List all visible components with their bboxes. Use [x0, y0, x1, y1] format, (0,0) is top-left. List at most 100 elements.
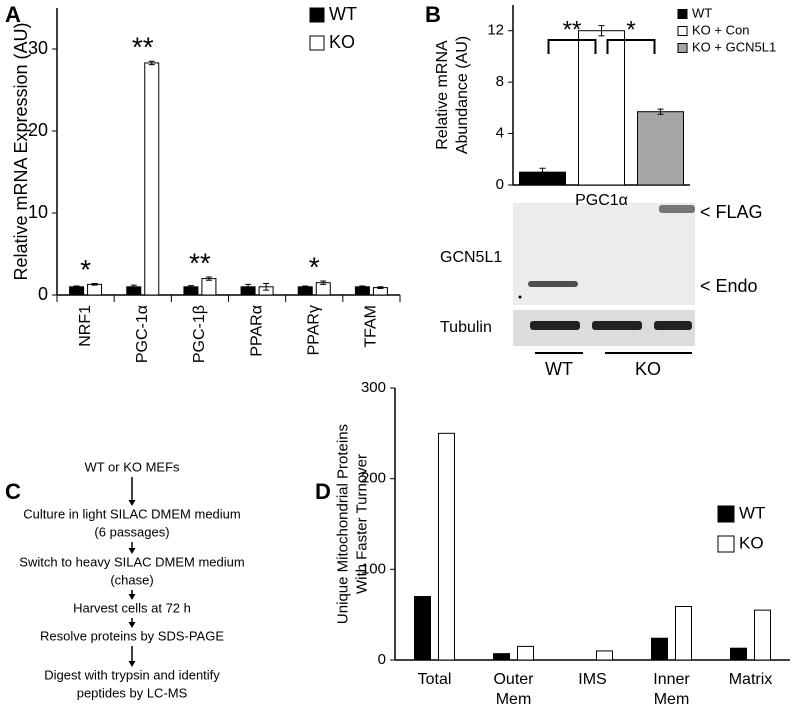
- flow-step: Harvest cells at 72 h: [73, 600, 191, 615]
- x-axis-label: PGC1α: [575, 192, 628, 209]
- significance-bracket: [606, 39, 656, 54]
- y-tick-label: 8: [496, 73, 504, 90]
- error-bar: [302, 285, 309, 289]
- bar: [578, 30, 625, 186]
- flow-arrowhead: [128, 548, 136, 554]
- flow-arrowhead: [128, 622, 136, 628]
- flow-arrowhead: [128, 594, 136, 600]
- bar: [144, 62, 160, 296]
- significance: *: [80, 254, 91, 285]
- blot-band: [528, 281, 578, 287]
- x-tick-label: Total: [418, 671, 452, 688]
- panel-label: A: [5, 2, 21, 27]
- blot-band: [659, 205, 695, 213]
- significance: *: [626, 16, 635, 43]
- legend-swatch: [717, 535, 735, 553]
- bar: [517, 645, 534, 661]
- x-tick-label: PPARγ: [305, 305, 322, 355]
- y-tick-label: 0: [496, 176, 504, 193]
- y-tick-label: 4: [496, 125, 504, 142]
- error-bar: [657, 108, 664, 115]
- x-tick-label: Outer: [493, 671, 534, 688]
- flow-step: (6 passages): [94, 524, 169, 539]
- panel-label: B: [425, 2, 441, 27]
- bar: [596, 650, 613, 661]
- legend-swatch: [677, 43, 688, 53]
- flow-step: (chase): [110, 572, 153, 587]
- y-tick-label: 10: [28, 202, 48, 222]
- flow-step: Digest with trypsin and identify: [44, 667, 220, 682]
- bar: [87, 283, 103, 296]
- error-bar: [320, 280, 327, 285]
- legend-swatch: [717, 505, 735, 523]
- panel-label: C: [5, 479, 21, 504]
- flow-arrowhead: [128, 500, 136, 506]
- y-tick-label: 0: [38, 284, 48, 304]
- x-tick-label: NRF1: [77, 305, 94, 347]
- error-bar: [91, 283, 98, 286]
- legend-label: KO + Con: [692, 22, 749, 37]
- group-label: KO: [635, 359, 661, 379]
- bar: [730, 647, 747, 661]
- band-label: < FLAG: [700, 202, 763, 222]
- y-tick-label: 200: [361, 470, 386, 487]
- error-bar: [130, 284, 137, 289]
- y-axis-label: Unique Mitochondrial Proteins: [334, 424, 351, 624]
- bar: [754, 609, 771, 661]
- y-tick-label: 0: [378, 651, 386, 668]
- legend-label: KO: [739, 533, 764, 552]
- y-axis-label: Relative mRNA Expression (AU): [11, 22, 31, 280]
- x-tick-label: Mem: [654, 691, 690, 708]
- error-bar: [245, 283, 252, 290]
- legend-swatch: [309, 35, 325, 51]
- error-bar: [263, 283, 270, 291]
- blot-label: GCN5L1: [440, 249, 502, 266]
- x-tick-label: Mem: [496, 691, 532, 708]
- x-tick-label: PGC-1α: [134, 305, 151, 363]
- flow-step: Switch to heavy SILAC DMEM medium: [19, 554, 244, 569]
- flow-step: peptides by LC-MS: [77, 685, 188, 700]
- flow-step: Culture in light SILAC DMEM medium: [23, 506, 240, 521]
- bar: [675, 606, 692, 661]
- significance: **: [189, 247, 211, 278]
- x-tick-label: TFAM: [363, 305, 380, 348]
- x-tick-label: PGC-1β: [191, 305, 208, 363]
- legend-swatch: [309, 7, 325, 23]
- x-tick-label: IMS: [578, 671, 606, 688]
- flow-step: Resolve proteins by SDS-PAGE: [40, 628, 224, 643]
- bar: [493, 653, 510, 661]
- error-bar: [73, 285, 80, 289]
- error-bar: [377, 286, 384, 289]
- error-bar: [148, 60, 155, 66]
- error-bar: [187, 285, 194, 289]
- y-tick-label: 300: [361, 379, 386, 396]
- legend-label: KO: [329, 32, 355, 52]
- panel-label: D: [315, 479, 331, 504]
- significance-bracket: [547, 39, 597, 54]
- bar: [414, 596, 431, 661]
- flow-arrowhead: [128, 661, 136, 667]
- blot-panel: [513, 203, 695, 305]
- y-tick-label: 30: [28, 38, 48, 58]
- x-tick-label: PPARα: [248, 305, 265, 357]
- y-axis-label: Relative mRNA: [434, 40, 451, 150]
- group-label: WT: [545, 359, 573, 379]
- error-bar: [539, 167, 546, 177]
- y-axis-label: Abundance (AU): [454, 36, 471, 154]
- y-tick-label: 20: [28, 120, 48, 140]
- blot-speck: [518, 295, 522, 299]
- y-tick-label: 100: [361, 560, 386, 577]
- significance: **: [132, 32, 154, 63]
- blot-band: [654, 321, 692, 330]
- significance: *: [309, 251, 320, 282]
- error-bar: [598, 25, 605, 37]
- legend-label: KO + GCN5L1: [692, 39, 776, 54]
- bar: [438, 432, 455, 661]
- band-label: < Endo: [700, 276, 758, 296]
- error-bar: [205, 276, 212, 281]
- bar: [651, 637, 668, 661]
- error-bar: [359, 285, 366, 289]
- bar: [201, 278, 217, 296]
